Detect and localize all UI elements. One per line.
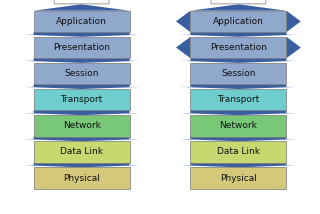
Polygon shape xyxy=(34,89,130,110)
Text: Transport: Transport xyxy=(60,95,103,104)
Polygon shape xyxy=(34,37,130,58)
Polygon shape xyxy=(23,84,140,89)
Polygon shape xyxy=(34,11,130,32)
Text: Network: Network xyxy=(63,121,100,130)
Text: Presentation: Presentation xyxy=(210,43,267,52)
Text: Network: Network xyxy=(220,121,257,130)
FancyBboxPatch shape xyxy=(54,0,109,4)
Polygon shape xyxy=(23,137,140,141)
Polygon shape xyxy=(23,163,140,167)
Polygon shape xyxy=(34,183,130,189)
Text: Physical: Physical xyxy=(220,174,257,183)
Polygon shape xyxy=(190,11,286,32)
Polygon shape xyxy=(34,141,130,163)
Polygon shape xyxy=(286,37,301,58)
FancyBboxPatch shape xyxy=(211,0,266,4)
Polygon shape xyxy=(190,167,286,189)
Polygon shape xyxy=(190,115,286,137)
Text: Session: Session xyxy=(221,69,256,78)
Polygon shape xyxy=(190,141,286,163)
Polygon shape xyxy=(34,63,130,84)
Polygon shape xyxy=(23,32,140,37)
Polygon shape xyxy=(34,115,130,137)
Polygon shape xyxy=(190,4,286,11)
Text: Presentation: Presentation xyxy=(53,43,110,52)
Polygon shape xyxy=(34,4,130,11)
Polygon shape xyxy=(190,63,286,84)
Text: Session: Session xyxy=(64,69,99,78)
Polygon shape xyxy=(180,137,297,141)
Polygon shape xyxy=(180,32,297,37)
Polygon shape xyxy=(180,84,297,89)
Text: Data Link: Data Link xyxy=(217,147,260,156)
Polygon shape xyxy=(190,183,286,189)
Text: Application: Application xyxy=(213,17,264,26)
Polygon shape xyxy=(286,11,301,32)
Polygon shape xyxy=(23,58,140,63)
Polygon shape xyxy=(34,167,130,189)
Polygon shape xyxy=(190,89,286,110)
Polygon shape xyxy=(176,37,190,58)
Text: Application: Application xyxy=(56,17,107,26)
Text: Physical: Physical xyxy=(63,174,100,183)
Text: Transport: Transport xyxy=(217,95,260,104)
Polygon shape xyxy=(176,11,190,32)
Polygon shape xyxy=(180,58,297,63)
Text: Data Link: Data Link xyxy=(60,147,103,156)
Polygon shape xyxy=(190,37,286,58)
Polygon shape xyxy=(180,163,297,167)
Polygon shape xyxy=(23,110,140,115)
Polygon shape xyxy=(180,110,297,115)
